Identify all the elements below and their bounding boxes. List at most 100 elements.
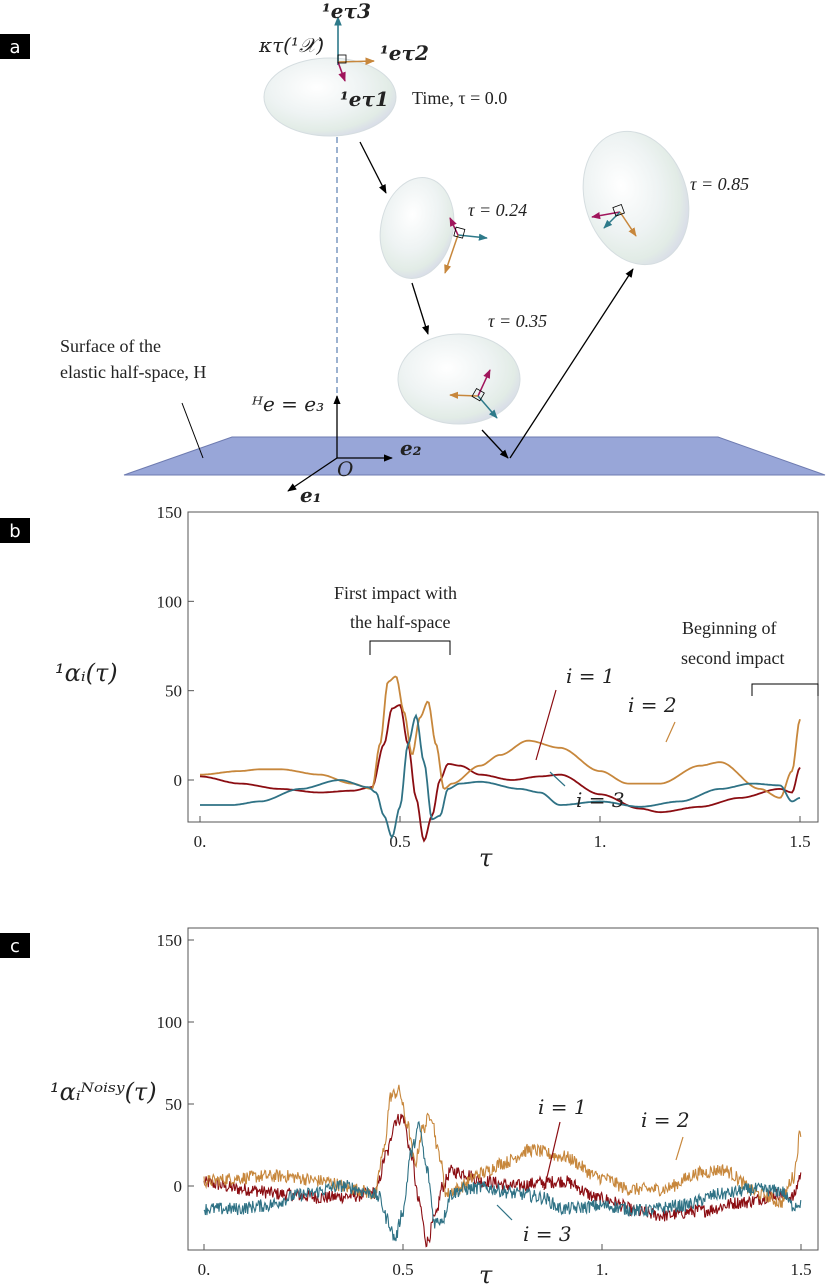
series-line-c-1: [203, 1113, 802, 1248]
y-axis-label-b: ¹αᵢ(τ): [55, 659, 118, 687]
x-tick-label-1: 1.: [594, 832, 607, 851]
label-e2: e₂: [400, 436, 422, 460]
surface-label-2: elastic half-space, H: [60, 362, 206, 382]
series-line-b-2: [200, 675, 801, 799]
ellipsoid-t085: [582, 130, 690, 266]
frame-box-t0: [337, 54, 347, 64]
frame-box-t085: [612, 204, 625, 217]
label-time-0: Time, τ = 0.0: [412, 88, 507, 108]
label-e-tau3: ¹eτ3: [322, 0, 371, 23]
series-pointer-i3-b: [549, 771, 566, 787]
x-tick-label-1.5: 1.5: [790, 1260, 811, 1279]
x-tick-label-0: 0.: [194, 832, 207, 851]
series-label-i2-c: i = 2: [641, 1108, 690, 1132]
arrow-t085-red: [591, 211, 621, 220]
series-pointer-i3-c: [496, 1204, 513, 1221]
series-label-i3-b: i = 3: [576, 788, 625, 812]
arrow-t085-teal: [603, 211, 621, 229]
arrow-t035-orange: [449, 391, 479, 399]
x-tick-label-1: 1.: [596, 1260, 609, 1279]
series-pointer-i1-c: [543, 1121, 561, 1191]
svg-text:b: b: [9, 521, 20, 542]
series-label-i1-b: i = 1: [566, 664, 615, 688]
e-tau1-arrow: [337, 61, 346, 82]
arrow-t035-teal: [477, 395, 498, 419]
axis-e1-arrow: [287, 457, 338, 492]
label-e1: e₁: [300, 483, 321, 507]
plot-frame-c: [187, 927, 819, 1251]
y-axis-label-c: ¹αᵢᴺᵒⁱˢʸ(τ): [50, 1078, 157, 1106]
x-tick-label-0.5: 0.5: [392, 1260, 413, 1279]
label-t035: τ = 0.35: [488, 311, 547, 331]
half-space-surface: [123, 436, 826, 476]
plot-frame-b: [187, 511, 819, 823]
x-ticks-b: 0. 0.5 1. 1.5: [194, 816, 811, 851]
label-t085: τ = 0.85: [690, 174, 749, 194]
label-He-e3: ᴴe = e₃: [251, 392, 324, 416]
x-tick-label-0.5: 0.5: [389, 832, 410, 851]
series-line-c-2: [203, 1084, 802, 1209]
trajectory-arrow-3: [481, 429, 509, 459]
series-line-c-3: [203, 1120, 802, 1242]
y-tick-label-150: 150: [157, 503, 183, 522]
series-line-b-1: [199, 703, 801, 843]
arrow-t035-red: [477, 369, 491, 397]
series-line-b-3: [200, 713, 801, 839]
label-kappa: κτ(¹𝒳): [258, 33, 324, 57]
x-tick-label-1.5: 1.5: [789, 832, 810, 851]
ellipsoid-t035: [397, 333, 521, 425]
label-e-tau2: ¹eτ2: [380, 41, 429, 65]
trajectory-arrow-2: [411, 282, 430, 335]
annotation-second-impact-2: second impact: [681, 648, 784, 668]
frame-box-t024: [453, 226, 466, 239]
y-tick-label-0: 0: [174, 1177, 183, 1196]
y-ticks-c: 0 50 100 150: [157, 931, 194, 1196]
series-label-i3-c: i = 3: [523, 1222, 572, 1246]
x-axis-label-c: τ: [479, 1261, 493, 1288]
label-origin: O: [337, 457, 353, 481]
series-label-i1-c: i = 1: [538, 1095, 587, 1119]
panel-label-a: a: [0, 34, 30, 59]
e-tau2-arrow: [337, 57, 375, 66]
svg-text:c: c: [10, 936, 20, 957]
y-tick-label-50: 50: [165, 1095, 182, 1114]
arrow-t024-orange: [444, 234, 459, 274]
bracket-first-impact: [369, 640, 451, 655]
series-b: [199, 675, 801, 843]
series-c: [203, 1084, 802, 1248]
y-tick-label-0: 0: [174, 771, 183, 790]
trajectory-arrow-4: [509, 268, 634, 459]
frame-box-t035: [471, 387, 485, 402]
svg-text:a: a: [9, 37, 20, 58]
x-tick-label-0: 0.: [198, 1260, 211, 1279]
panel-c: c 0 50 100 150 0. 0.5 1. 1.5 ¹αᵢᴺᵒⁱˢʸ(τ) τ i =…: [0, 927, 819, 1288]
ellipsoid-t0: [263, 57, 397, 137]
y-tick-label-150: 150: [157, 931, 183, 950]
y-tick-label-100: 100: [157, 592, 183, 611]
label-t024: τ = 0.24: [468, 200, 527, 220]
panel-label-c: c: [0, 933, 30, 958]
surface-pointer-line: [181, 402, 204, 459]
arrow-t024-red: [449, 217, 459, 236]
x-axis-label-b: τ: [479, 844, 493, 872]
bracket-second-impact: [751, 683, 819, 696]
series-pointer-i2-c: [675, 1136, 684, 1161]
label-e-tau1: ¹eτ1: [340, 87, 389, 111]
ellipsoid-t024: [379, 177, 455, 279]
annotation-first-impact-2: the half-space: [350, 612, 450, 632]
surface-label-1: Surface of the: [60, 336, 161, 356]
y-tick-label-50: 50: [165, 682, 182, 701]
trajectory-arrow-1: [359, 141, 387, 194]
series-pointer-i1-b: [535, 689, 557, 761]
series-label-i2-b: i = 2: [628, 693, 677, 717]
y-tick-label-100: 100: [157, 1013, 183, 1032]
panel-label-b: b: [0, 518, 30, 543]
series-pointer-i2-b: [665, 721, 676, 743]
panel-b: b 0 50 100 150 0. 0.5 1. 1.5 ¹αᵢ(τ) τ First im…: [0, 503, 819, 872]
panel-a: a Surface of the elastic half-space, H ᴴ…: [0, 0, 826, 507]
annotation-second-impact-1: Beginning of: [682, 618, 777, 638]
annotation-first-impact-1: First impact with: [334, 583, 457, 603]
arrow-t085-orange: [619, 211, 637, 237]
x-ticks-c: 0. 0.5 1. 1.5: [198, 1244, 812, 1279]
